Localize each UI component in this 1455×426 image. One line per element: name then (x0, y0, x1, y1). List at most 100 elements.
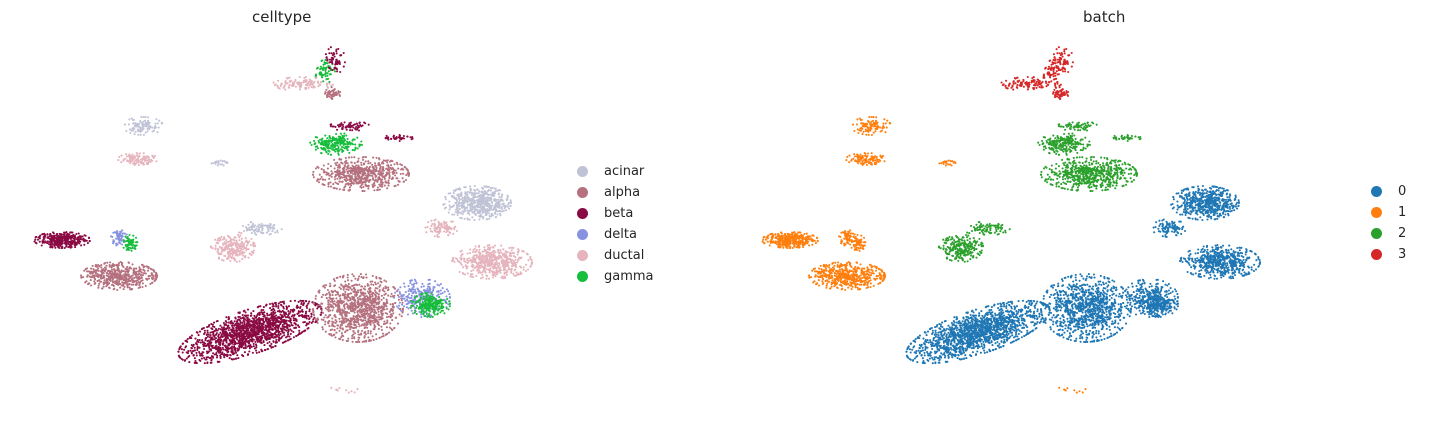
celltype-point (255, 331, 258, 334)
celltype-point (70, 234, 73, 237)
celltype-point (384, 292, 387, 295)
celltype-point (238, 325, 242, 328)
celltype-point (278, 324, 281, 327)
celltype-point (369, 171, 372, 175)
celltype-point (354, 175, 357, 178)
celltype-point (373, 304, 376, 307)
celltype-point (261, 227, 264, 230)
celltype-point (322, 171, 325, 174)
celltype-point (402, 282, 406, 285)
celltype-point (121, 229, 124, 232)
celltype-point (391, 309, 394, 312)
celltype-point (322, 318, 325, 322)
celltype-point (410, 309, 413, 312)
celltype-point (378, 336, 381, 339)
celltype-point (126, 284, 129, 287)
celltype-point (135, 273, 138, 276)
celltype-point (351, 317, 354, 320)
celltype-point (438, 305, 441, 308)
celltype-point (347, 299, 350, 302)
celltype-point (338, 169, 341, 172)
celltype-point (273, 309, 276, 312)
celltype-point (155, 274, 159, 277)
celltype-point (440, 309, 443, 312)
celltype-point (124, 281, 127, 284)
celltype-point (243, 314, 247, 317)
celltype-point (364, 167, 367, 170)
celltype-point (345, 319, 348, 323)
celltype-point (365, 324, 368, 327)
celltype-point (286, 315, 289, 319)
celltype-point (320, 302, 323, 305)
celltype-point (357, 323, 360, 326)
celltype-point (419, 296, 422, 299)
celltype-point (354, 303, 357, 306)
celltype-point (212, 330, 215, 333)
celltype-point (351, 168, 354, 171)
celltype-point (128, 266, 131, 269)
celltype-point (387, 288, 390, 291)
celltype-point (285, 319, 288, 322)
celltype-point (364, 340, 368, 343)
celltype-point (236, 243, 239, 246)
celltype-point (100, 287, 104, 290)
celltype-point (199, 341, 202, 344)
celltype-point (356, 310, 359, 313)
celltype-point (229, 240, 232, 243)
celltype-point (321, 178, 325, 181)
celltype-point (326, 167, 329, 170)
celltype-point (138, 266, 141, 269)
celltype-point (368, 320, 371, 323)
celltype-point (335, 301, 338, 304)
celltype-point (419, 303, 422, 306)
celltype-point (326, 316, 329, 319)
celltype-point (320, 318, 323, 321)
celltype-point (382, 159, 385, 162)
celltype-point (389, 159, 393, 162)
celltype-point (383, 308, 386, 311)
celltype-point (388, 169, 391, 172)
celltype-point (91, 264, 94, 267)
celltype-point (90, 284, 93, 287)
celltype-point (216, 250, 219, 253)
celltype-point (291, 314, 294, 317)
celltype-point (261, 329, 264, 332)
celltype-point (255, 319, 258, 322)
celltype-point (206, 326, 209, 329)
celltype-point (367, 339, 370, 343)
celltype-point (391, 171, 394, 174)
celltype-point (241, 337, 244, 340)
celltype-point (353, 299, 356, 302)
celltype-point (127, 273, 130, 276)
celltype-point (283, 314, 286, 317)
celltype-point (238, 239, 241, 242)
celltype-point (222, 321, 225, 325)
celltype-point (235, 246, 238, 249)
celltype-point (406, 168, 409, 171)
celltype-point (149, 282, 152, 285)
celltype-point (102, 285, 105, 288)
celltype-point (46, 236, 49, 239)
celltype-point (382, 301, 385, 304)
celltype-point (402, 305, 406, 308)
celltype-point (250, 336, 253, 339)
celltype-point (333, 167, 336, 170)
celltype-point (231, 333, 234, 336)
celltype-point (345, 177, 348, 180)
celltype-point (371, 175, 374, 178)
celltype-point (116, 277, 119, 280)
celltype-point (238, 243, 241, 246)
celltype-point (347, 156, 351, 159)
celltype-point (391, 303, 395, 306)
celltype-point (267, 230, 270, 233)
celltype-point (231, 254, 234, 257)
celltype-point (204, 339, 207, 342)
celltype-point (384, 174, 387, 177)
celltype-point (340, 332, 343, 335)
celltype-point (400, 295, 403, 298)
celltype-point (186, 337, 189, 341)
celltype-point (424, 310, 427, 313)
celltype-point (350, 301, 353, 304)
celltype-point (422, 285, 425, 288)
celltype-point (280, 310, 283, 313)
